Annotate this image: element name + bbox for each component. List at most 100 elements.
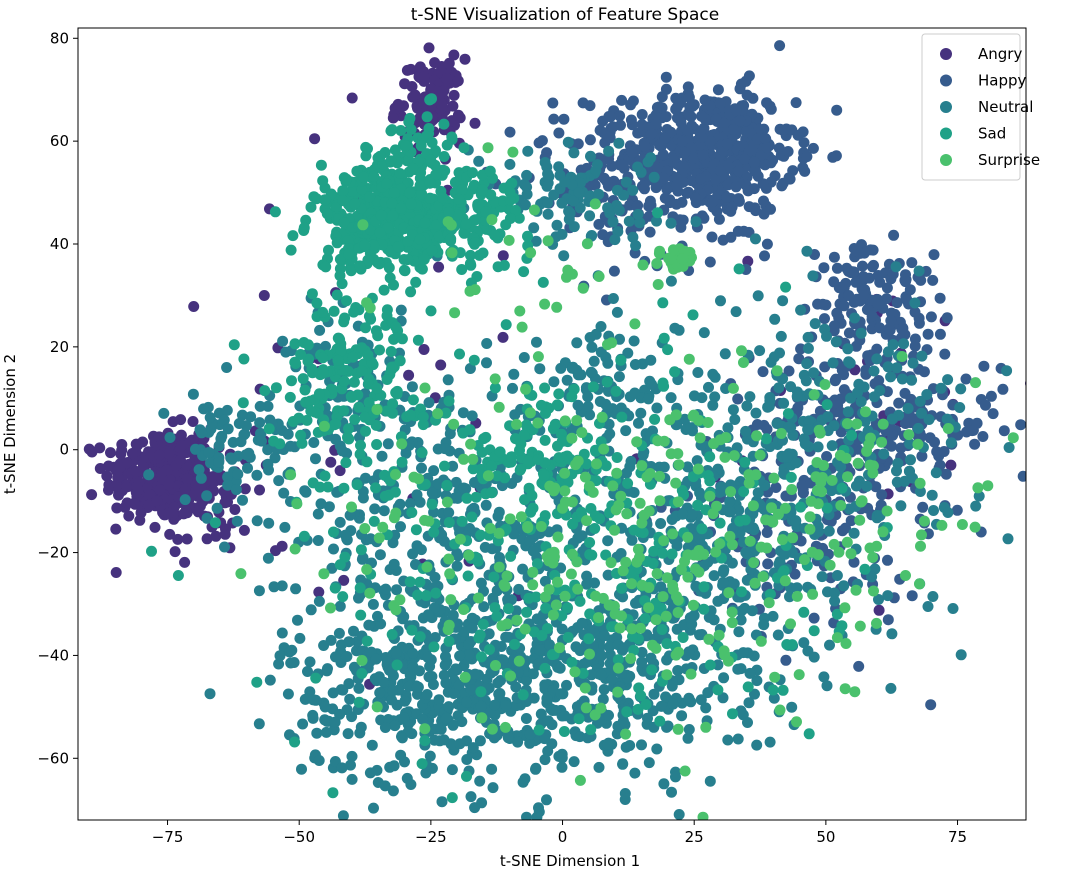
data-point bbox=[852, 387, 863, 399]
data-point bbox=[600, 549, 612, 561]
data-point bbox=[694, 487, 706, 499]
data-point bbox=[807, 270, 819, 282]
data-point bbox=[846, 429, 858, 441]
data-point bbox=[593, 761, 605, 773]
data-point bbox=[500, 219, 512, 231]
data-point bbox=[467, 742, 479, 754]
data-point bbox=[479, 541, 491, 553]
data-point bbox=[321, 208, 333, 220]
data-point bbox=[648, 171, 660, 183]
data-point bbox=[808, 625, 820, 637]
data-point bbox=[388, 512, 400, 524]
data-point bbox=[121, 481, 133, 493]
data-point bbox=[914, 395, 926, 407]
data-point bbox=[504, 186, 516, 198]
data-point bbox=[635, 690, 647, 702]
data-point bbox=[365, 224, 377, 236]
data-point bbox=[456, 184, 468, 196]
data-point bbox=[389, 486, 401, 498]
data-point bbox=[419, 217, 431, 229]
data-point bbox=[848, 527, 860, 539]
data-point bbox=[575, 506, 587, 518]
data-point bbox=[285, 657, 297, 669]
data-point bbox=[763, 400, 775, 412]
data-point bbox=[289, 338, 301, 350]
data-point bbox=[310, 672, 322, 684]
data-point bbox=[721, 138, 733, 150]
data-point bbox=[476, 797, 488, 809]
data-point bbox=[520, 713, 532, 724]
data-point bbox=[712, 84, 724, 96]
data-point bbox=[685, 668, 697, 680]
data-point bbox=[849, 312, 861, 324]
data-point bbox=[861, 480, 873, 492]
data-point bbox=[466, 612, 478, 624]
data-point bbox=[542, 168, 554, 180]
data-point bbox=[371, 404, 383, 415]
data-point bbox=[584, 332, 596, 343]
data-point bbox=[795, 304, 807, 316]
data-point bbox=[568, 147, 580, 159]
data-point bbox=[263, 517, 275, 529]
data-point bbox=[606, 674, 618, 686]
data-point bbox=[528, 222, 540, 234]
data-point bbox=[346, 501, 357, 513]
data-point bbox=[264, 674, 276, 686]
data-point bbox=[355, 609, 367, 621]
data-point bbox=[656, 91, 668, 103]
data-point bbox=[406, 624, 418, 636]
data-point bbox=[827, 357, 839, 369]
data-point bbox=[342, 728, 354, 740]
data-point bbox=[651, 743, 663, 755]
data-point bbox=[651, 402, 663, 414]
data-point bbox=[752, 290, 764, 302]
data-point bbox=[750, 407, 762, 419]
data-point bbox=[873, 594, 884, 605]
data-point bbox=[305, 405, 317, 417]
data-point bbox=[980, 399, 991, 411]
data-point bbox=[45, 459, 56, 470]
data-point bbox=[640, 699, 652, 710]
data-point bbox=[282, 428, 294, 440]
data-point bbox=[603, 641, 615, 653]
data-point bbox=[450, 663, 462, 675]
data-point bbox=[276, 540, 288, 552]
data-point bbox=[297, 373, 309, 385]
data-point bbox=[371, 382, 383, 394]
data-point bbox=[407, 394, 419, 406]
data-point bbox=[391, 659, 403, 671]
data-point bbox=[392, 241, 404, 253]
data-point bbox=[502, 825, 513, 836]
data-point bbox=[562, 631, 574, 643]
data-point bbox=[552, 576, 563, 588]
data-point bbox=[341, 295, 352, 307]
data-point bbox=[676, 135, 688, 147]
data-point bbox=[539, 733, 550, 745]
data-point bbox=[426, 487, 438, 499]
data-point bbox=[632, 703, 644, 715]
data-point bbox=[335, 345, 347, 357]
data-point bbox=[417, 713, 429, 725]
data-point bbox=[242, 462, 253, 474]
data-point bbox=[627, 184, 639, 196]
data-point bbox=[343, 248, 355, 260]
data-point bbox=[325, 456, 337, 468]
data-point bbox=[658, 332, 670, 344]
data-point bbox=[386, 629, 398, 640]
data-point bbox=[686, 508, 698, 520]
data-point bbox=[743, 201, 755, 213]
data-point bbox=[156, 467, 168, 479]
data-point bbox=[757, 366, 769, 378]
data-point bbox=[744, 391, 756, 403]
data-point bbox=[163, 448, 175, 460]
data-point bbox=[355, 439, 366, 451]
data-point bbox=[780, 281, 792, 293]
data-point bbox=[209, 517, 221, 529]
data-point bbox=[915, 274, 927, 286]
data-point bbox=[838, 580, 850, 592]
data-point bbox=[317, 352, 329, 364]
data-point bbox=[463, 649, 475, 661]
data-point bbox=[420, 590, 432, 602]
data-point bbox=[584, 409, 596, 421]
data-point bbox=[908, 413, 919, 425]
